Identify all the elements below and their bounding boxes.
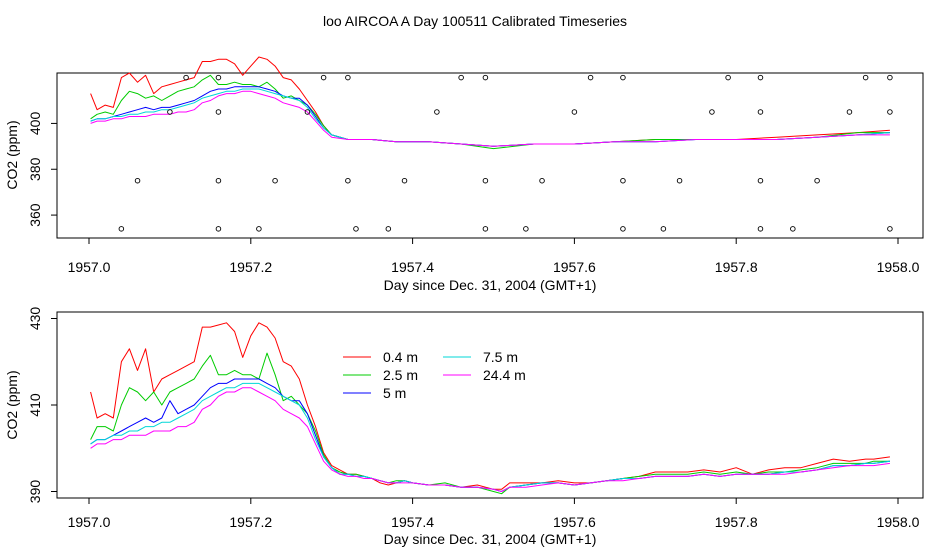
bottom-y-tick-label: 390 (27, 480, 43, 504)
bottom-x-axis-label: Day since Dec. 31, 2004 (GMT+1) (384, 531, 597, 547)
bottom-x-tick-label: 1958.0 (877, 514, 920, 530)
top-marker-point (482, 226, 489, 232)
top-marker-point (215, 177, 222, 184)
bottom-series-line-24-4-m (90, 387, 890, 492)
top-y-tick-label: 380 (27, 157, 43, 181)
top-marker-point (256, 226, 262, 232)
legend-label-5-m: 5 m (383, 385, 406, 401)
top-y-axis-label: CO2 (ppm) (4, 120, 20, 189)
bottom-series (90, 322, 890, 495)
top-marker-point (401, 177, 408, 184)
top-marker-point (676, 177, 683, 184)
legend-label-7-5-m: 7.5 m (483, 349, 518, 365)
top-y-axis: 360 380 400 (27, 112, 57, 227)
top-x-tick-label: 1958.0 (877, 259, 920, 275)
top-marker-point (862, 74, 869, 81)
top-marker-point (887, 109, 893, 115)
bottom-y-axis: 390 410 430 (27, 307, 57, 504)
bottom-x-tick-label: 1957.2 (229, 514, 272, 530)
bottom-x-tick-label: 1957.6 (553, 514, 596, 530)
top-marker-point (757, 74, 764, 81)
top-marker-point (587, 74, 594, 81)
legend-label-0-4-m: 0.4 m (383, 349, 418, 365)
top-marker-point (482, 74, 489, 81)
top-marker-point (887, 74, 893, 81)
top-marker-point (167, 109, 173, 115)
top-marker-point (272, 177, 278, 184)
top-plot-frame (56, 72, 924, 239)
top-x-axis: 1957.0 1957.2 1957.4 1957.6 1957.8 1958.0 (68, 238, 920, 275)
top-marker-point (183, 74, 189, 81)
top-x-tick-label: 1957.4 (391, 259, 434, 275)
top-y-tick-label: 360 (27, 203, 43, 227)
top-marker-point (345, 74, 351, 81)
top-marker-point (757, 226, 764, 232)
top-marker-point (757, 109, 764, 115)
top-x-tick-label: 1957.0 (68, 259, 111, 275)
legend-label-24-4-m: 24.4 m (483, 367, 526, 383)
top-marker-point (215, 226, 222, 232)
top-markers (118, 74, 893, 232)
top-marker-point (482, 177, 489, 184)
top-marker-point (757, 177, 764, 184)
top-marker-point (215, 74, 222, 81)
legend: 0.4 m 2.5 m 5 m 7.5 m 24.4 m (343, 349, 526, 401)
top-x-tick-label: 1957.2 (229, 259, 272, 275)
top-marker-point (345, 177, 351, 184)
top-marker-point (660, 226, 667, 232)
figure-title: loo AIRCOA A Day 100511 Calibrated Times… (323, 13, 627, 29)
top-marker-point (620, 74, 626, 81)
top-marker-point (846, 109, 853, 115)
top-marker-point (814, 177, 820, 184)
top-x-tick-label: 1957.6 (553, 259, 596, 275)
top-marker-point (523, 226, 529, 232)
top-marker-point (539, 177, 545, 184)
bottom-y-axis-label: CO2 (ppm) (4, 370, 20, 439)
top-marker-point (725, 74, 731, 81)
top-marker-point (304, 109, 311, 115)
bottom-x-tick-label: 1957.0 (68, 514, 111, 530)
top-y-tick-label: 400 (27, 112, 43, 136)
top-marker-point (709, 109, 715, 115)
top-panel: 1957.0 1957.2 1957.4 1957.6 1957.8 1958.0 360… (4, 56, 924, 293)
top-marker-point (620, 177, 626, 184)
top-series-line-0-4-m (90, 56, 890, 147)
legend-label-2-5-m: 2.5 m (383, 367, 418, 383)
bottom-x-axis: 1957.0 1957.2 1957.4 1957.6 1957.8 1958.0 (68, 498, 920, 530)
top-marker-point (434, 109, 440, 115)
top-marker-point (118, 226, 125, 232)
top-marker-point (887, 226, 893, 232)
top-marker-point (458, 74, 464, 81)
bottom-panel: 1957.0 1957.2 1957.4 1957.6 1957.8 1958.0 390… (4, 307, 924, 547)
top-marker-point (790, 226, 796, 232)
top-marker-point (571, 109, 578, 115)
bottom-x-tick-label: 1957.8 (715, 514, 758, 530)
bottom-y-tick-label: 430 (27, 307, 43, 331)
top-marker-point (320, 74, 327, 81)
top-x-axis-label: Day since Dec. 31, 2004 (GMT+1) (384, 277, 597, 293)
top-x-tick-label: 1957.8 (715, 259, 758, 275)
bottom-y-tick-label: 410 (27, 393, 43, 417)
top-marker-point (353, 226, 359, 232)
top-marker-point (385, 226, 392, 232)
top-series (90, 56, 890, 150)
top-marker-point (620, 226, 626, 232)
bottom-series-line-0-4-m (90, 322, 890, 490)
bottom-series-line-7-5-m (90, 382, 890, 492)
bottom-plot-frame (56, 311, 924, 499)
top-series-line-24-4-m (90, 90, 890, 147)
top-marker-point (134, 177, 141, 184)
top-marker-point (215, 109, 222, 115)
bottom-x-tick-label: 1957.4 (391, 514, 434, 530)
